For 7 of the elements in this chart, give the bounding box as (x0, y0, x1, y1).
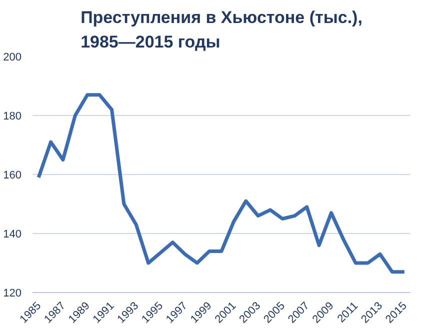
y-tick-label: 200 (3, 52, 22, 64)
y-tick-label: 160 (3, 170, 22, 182)
y-tick-label: 120 (3, 288, 22, 300)
y-tick-label: 180 (3, 110, 22, 122)
y-tick-label: 140 (3, 228, 22, 240)
line-series (36, 93, 406, 274)
chart-title: Преступления в Хьюстоне (тыс.), 1985—2015 годы (80, 8, 362, 52)
